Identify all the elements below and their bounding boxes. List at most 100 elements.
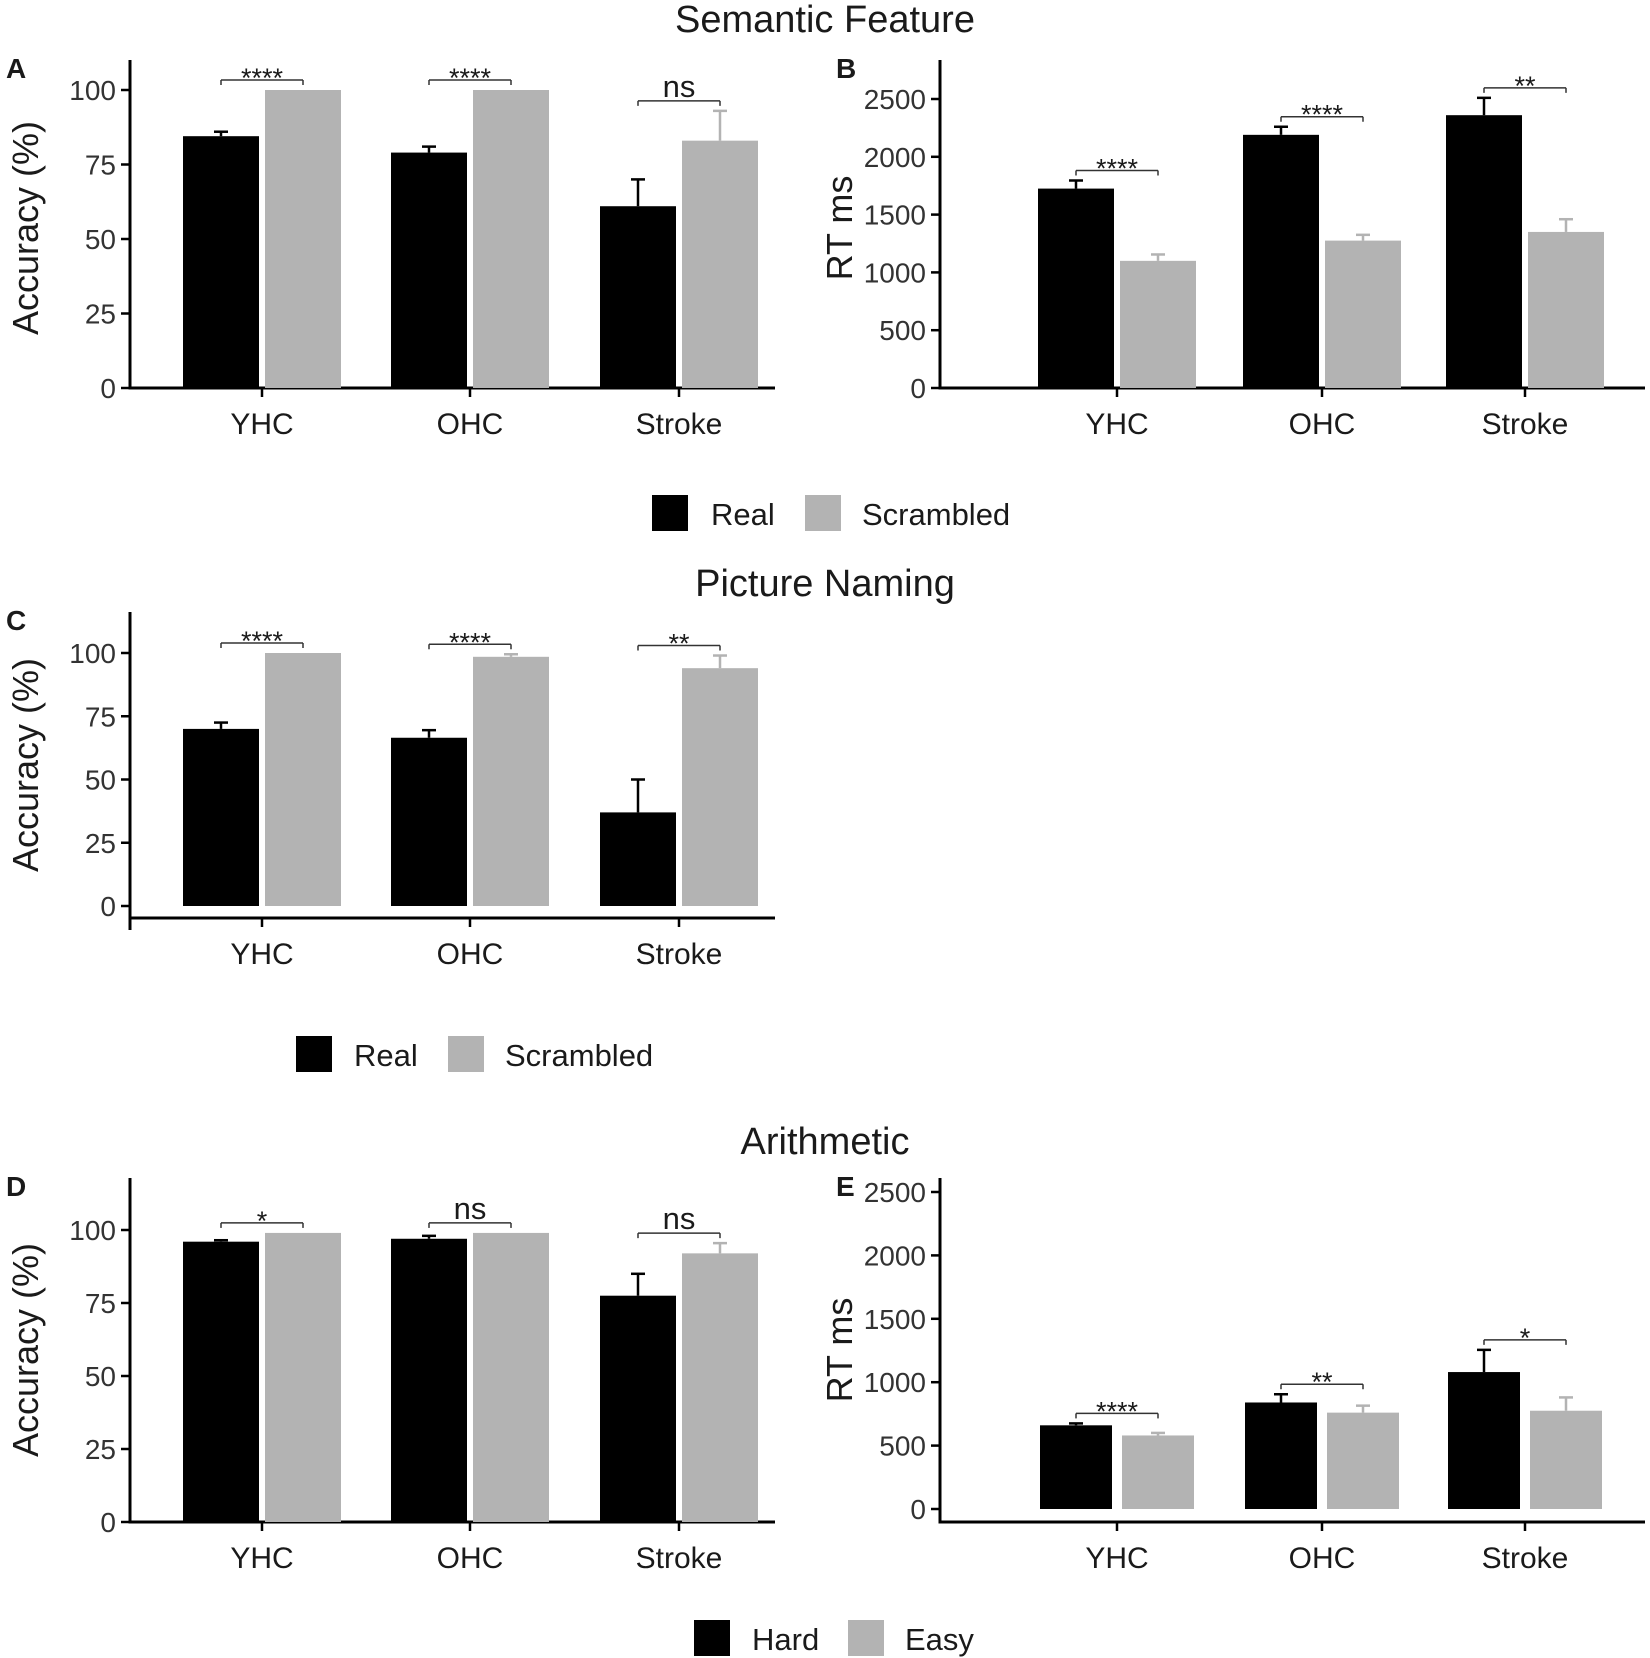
panel-letter-e: E [836, 1171, 855, 1202]
y-axis-label: RT ms [819, 176, 860, 281]
bar-scrambled-stroke [1528, 231, 1604, 388]
panel-b-chart: 0 500 1000 1500 2000 2500 RT ms YHC **** OHC **** S… [819, 60, 1645, 441]
significance-label: ** [668, 629, 690, 659]
y-tick-label: 2500 [864, 1177, 926, 1208]
panel-letter-a: A [6, 53, 26, 84]
significance-label: * [257, 1206, 268, 1236]
y-tick-label: 2000 [864, 142, 926, 173]
bar-hard-ohc [1245, 1402, 1317, 1509]
bar-real-ohc [1243, 134, 1319, 388]
section-title-semantic: Semantic Feature [675, 0, 975, 41]
bar-real-ohc [391, 737, 467, 906]
y-axis-label: Accuracy (%) [5, 121, 46, 335]
significance-label: **** [1301, 100, 1344, 130]
y-axis-label: Accuracy (%) [5, 658, 46, 872]
bar-hard-yhc [1040, 1425, 1112, 1509]
bar-scrambled-ohc [473, 656, 549, 906]
y-tick-label: 25 [85, 828, 116, 859]
x-category-label: YHC [230, 408, 293, 441]
legend-label-easy: Easy [905, 1622, 974, 1657]
x-category-label: YHC [1085, 1542, 1148, 1575]
bar-easy-stroke [682, 1253, 758, 1522]
y-tick-label: 75 [85, 701, 116, 732]
panel-letter-b: B [836, 53, 856, 84]
legend-label-scrambled: Scrambled [862, 497, 1010, 532]
significance-label: ** [1311, 1367, 1333, 1397]
section-title-arithmetic: Arithmetic [741, 1121, 910, 1163]
x-category-label: Stroke [636, 1542, 723, 1575]
bar-scrambled-yhc [265, 653, 341, 906]
legend-swatch-scrambled [448, 1036, 484, 1072]
y-tick-label: 500 [879, 1431, 926, 1462]
bar-scrambled-ohc [1325, 240, 1401, 388]
bar-easy-ohc [473, 1232, 549, 1522]
bar-easy-yhc [1122, 1435, 1194, 1509]
x-category-label: OHC [437, 1542, 504, 1575]
panel-letter-d: D [6, 1171, 26, 1202]
panel-c-chart: 0 25 50 75 100 Accuracy (%) YHC **** OHC **** Stro… [5, 612, 775, 971]
legend-arithmetic: Hard Easy [694, 1620, 974, 1657]
y-axis-label: RT ms [819, 1298, 860, 1403]
y-tick-label: 0 [910, 1494, 926, 1525]
y-tick-label: 75 [85, 1288, 116, 1319]
panel-a-chart: 0 25 50 75 100 Accuracy (%) YHC **** OHC **** Stro… [5, 60, 775, 441]
y-tick-label: 500 [879, 315, 926, 346]
bar-real-yhc [1038, 188, 1114, 388]
bar-hard-yhc [183, 1241, 259, 1522]
legend-label-real: Real [711, 497, 775, 532]
legend-swatch-easy [848, 1620, 884, 1656]
significance-label: ** [1514, 71, 1536, 101]
y-tick-label: 75 [85, 150, 116, 181]
panel-e-chart: 0 500 1000 1500 2000 2500 RT ms YHC **** OHC ** Str… [819, 1177, 1645, 1575]
x-category-label: Stroke [1482, 1542, 1569, 1575]
legend-label-scrambled: Scrambled [505, 1038, 653, 1073]
legend-label-real: Real [354, 1038, 418, 1073]
y-tick-label: 1000 [864, 257, 926, 288]
legend-swatch-hard [694, 1620, 730, 1656]
legend-swatch-real [652, 495, 688, 531]
panel-d-chart: 0 25 50 75 100 Accuracy (%) YHC * OHC ns Stroke ns [5, 1178, 775, 1575]
significance-label: **** [449, 63, 492, 93]
y-tick-label: 2500 [864, 84, 926, 115]
y-tick-label: 1000 [864, 1367, 926, 1398]
section-title-picture: Picture Naming [695, 563, 955, 605]
y-tick-label: 100 [69, 75, 116, 106]
x-category-label: YHC [1085, 408, 1148, 441]
bar-real-stroke [600, 812, 676, 906]
bar-hard-stroke [600, 1295, 676, 1522]
bar-scrambled-ohc [473, 90, 549, 388]
significance-label: ns [663, 69, 696, 104]
y-tick-label: 2000 [864, 1240, 926, 1271]
y-tick-label: 50 [85, 765, 116, 796]
x-category-label: Stroke [636, 408, 723, 441]
x-category-label: Stroke [1482, 408, 1569, 441]
significance-label: **** [1096, 153, 1139, 183]
x-category-label: OHC [437, 408, 504, 441]
bar-real-yhc [183, 728, 259, 906]
legend-semantic: Real Scrambled [652, 495, 1010, 532]
significance-label: **** [449, 627, 492, 657]
y-tick-label: 0 [100, 1507, 116, 1538]
significance-label: **** [241, 63, 284, 93]
x-category-label: YHC [230, 938, 293, 971]
bar-real-ohc [391, 152, 467, 388]
significance-label: ns [454, 1191, 487, 1226]
bar-real-stroke [600, 206, 676, 388]
bar-scrambled-stroke [682, 140, 758, 388]
x-category-label: Stroke [636, 938, 723, 971]
y-tick-label: 0 [100, 373, 116, 404]
legend-swatch-scrambled [805, 495, 841, 531]
x-category-label: OHC [437, 938, 504, 971]
bar-real-yhc [183, 136, 259, 388]
bar-easy-stroke [1530, 1410, 1602, 1509]
legend-swatch-real [296, 1036, 332, 1072]
x-category-label: YHC [230, 1542, 293, 1575]
y-tick-label: 50 [85, 1361, 116, 1392]
y-tick-label: 0 [910, 373, 926, 404]
y-tick-label: 50 [85, 224, 116, 255]
panel-letter-c: C [6, 605, 26, 636]
y-tick-label: 25 [85, 299, 116, 330]
legend-picture: Real Scrambled [296, 1036, 653, 1073]
y-tick-label: 1500 [864, 1304, 926, 1335]
